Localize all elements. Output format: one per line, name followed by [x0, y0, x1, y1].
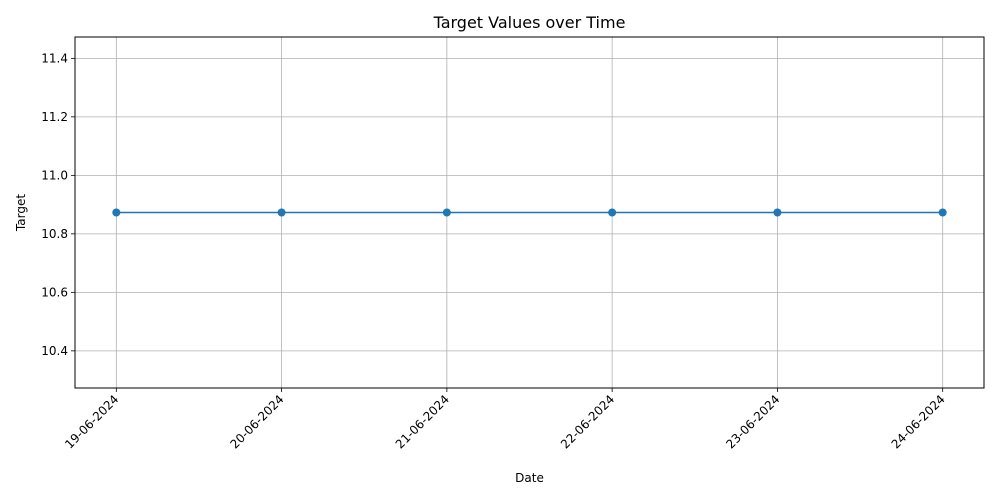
- data-point: [277, 208, 286, 217]
- y-tick-label: 10.8: [41, 227, 68, 241]
- y-axis-label: Target: [14, 194, 28, 232]
- plot-frame: [74, 36, 985, 389]
- chart-title: Target Values over Time: [433, 13, 626, 32]
- x-axis-label: Date: [515, 471, 544, 485]
- data-point: [938, 208, 947, 217]
- y-tick-label: 11.2: [41, 110, 68, 124]
- series-layer: [112, 208, 947, 217]
- y-tick-label: 10.6: [41, 285, 68, 299]
- y-tick-label: 10.4: [41, 344, 68, 358]
- data-point: [112, 208, 121, 217]
- y-tick-label: 11.0: [41, 168, 68, 182]
- data-point: [773, 208, 782, 217]
- data-point: [442, 208, 451, 217]
- data-point: [608, 208, 617, 217]
- y-tick-label: 11.4: [41, 51, 68, 65]
